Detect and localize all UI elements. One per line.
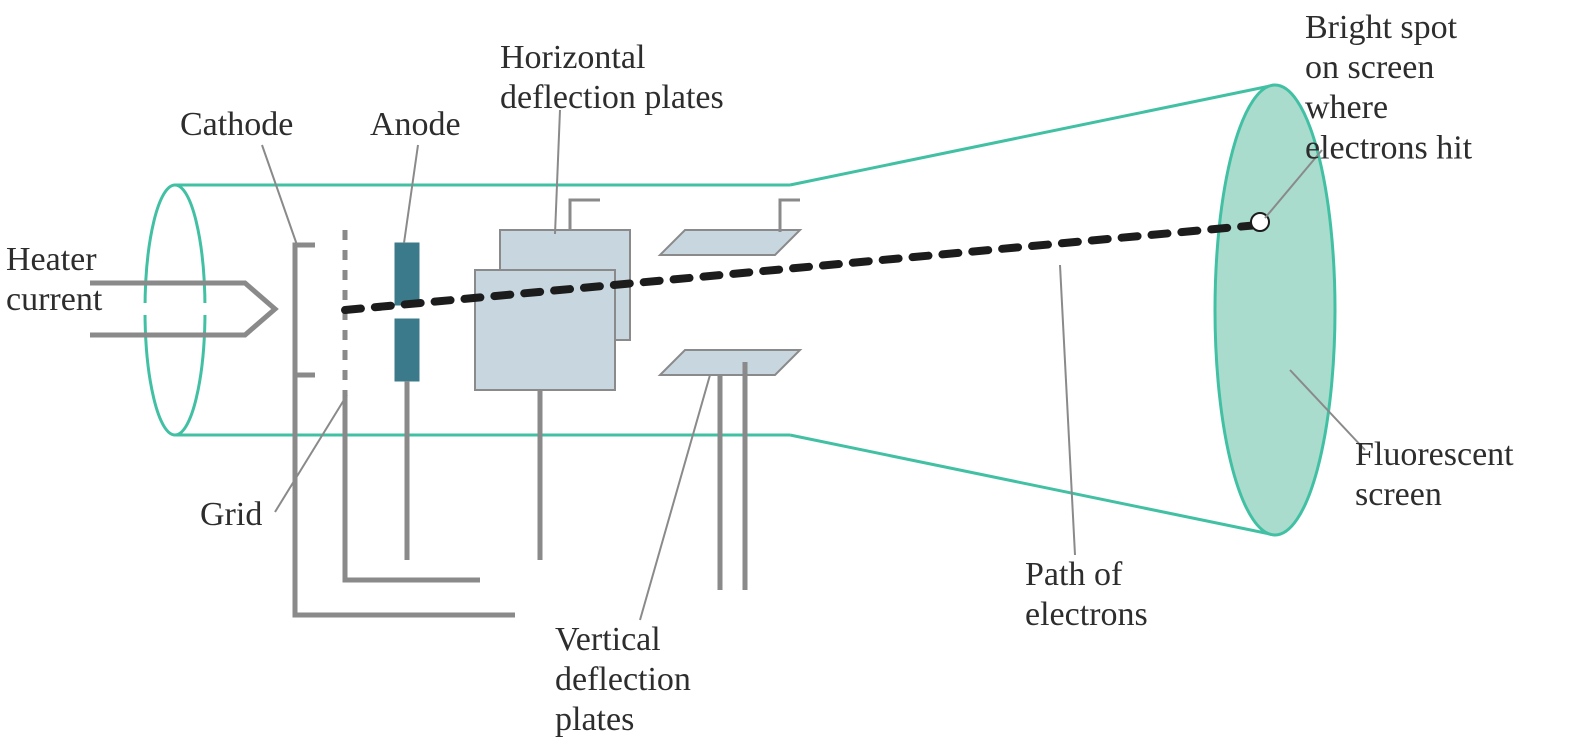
svg-text:plates: plates bbox=[555, 701, 634, 738]
label-anode: Anode bbox=[370, 106, 461, 143]
svg-text:Vertical: Vertical bbox=[555, 621, 661, 658]
label-screen: Fluorescentscreen bbox=[1355, 436, 1514, 513]
horizontal-deflection-plates bbox=[475, 200, 630, 560]
label-grid: Grid bbox=[200, 496, 262, 533]
label-vplates: Verticaldeflectionplates bbox=[555, 621, 691, 738]
anode-electrode bbox=[395, 243, 419, 560]
label-cathode: Cathode bbox=[180, 106, 293, 143]
svg-text:electrons hit: electrons hit bbox=[1305, 129, 1473, 166]
label-spot: Bright spoton screenwhereelectrons hit bbox=[1305, 9, 1473, 166]
crt-tube-outline bbox=[145, 85, 1335, 535]
svg-text:Path of: Path of bbox=[1025, 556, 1123, 593]
heater-leads bbox=[90, 283, 275, 335]
svg-text:Bright spot: Bright spot bbox=[1305, 9, 1458, 46]
label-path: Path ofelectrons bbox=[1025, 556, 1148, 633]
label-hplates: Horizontaldeflection plates bbox=[500, 39, 724, 116]
svg-text:where: where bbox=[1305, 89, 1388, 126]
label-heater: Heatercurrent bbox=[6, 241, 103, 318]
svg-text:deflection plates: deflection plates bbox=[500, 79, 724, 116]
svg-text:Heater: Heater bbox=[6, 241, 97, 278]
svg-text:electrons: electrons bbox=[1025, 596, 1148, 633]
svg-text:Fluorescent: Fluorescent bbox=[1355, 436, 1514, 473]
svg-text:on screen: on screen bbox=[1305, 49, 1434, 86]
electron-beam-path bbox=[345, 213, 1269, 310]
svg-text:screen: screen bbox=[1355, 476, 1442, 513]
svg-text:deflection: deflection bbox=[555, 661, 691, 698]
svg-text:Horizontal: Horizontal bbox=[500, 39, 645, 76]
svg-text:current: current bbox=[6, 281, 103, 318]
vertical-deflection-plates bbox=[660, 200, 800, 590]
